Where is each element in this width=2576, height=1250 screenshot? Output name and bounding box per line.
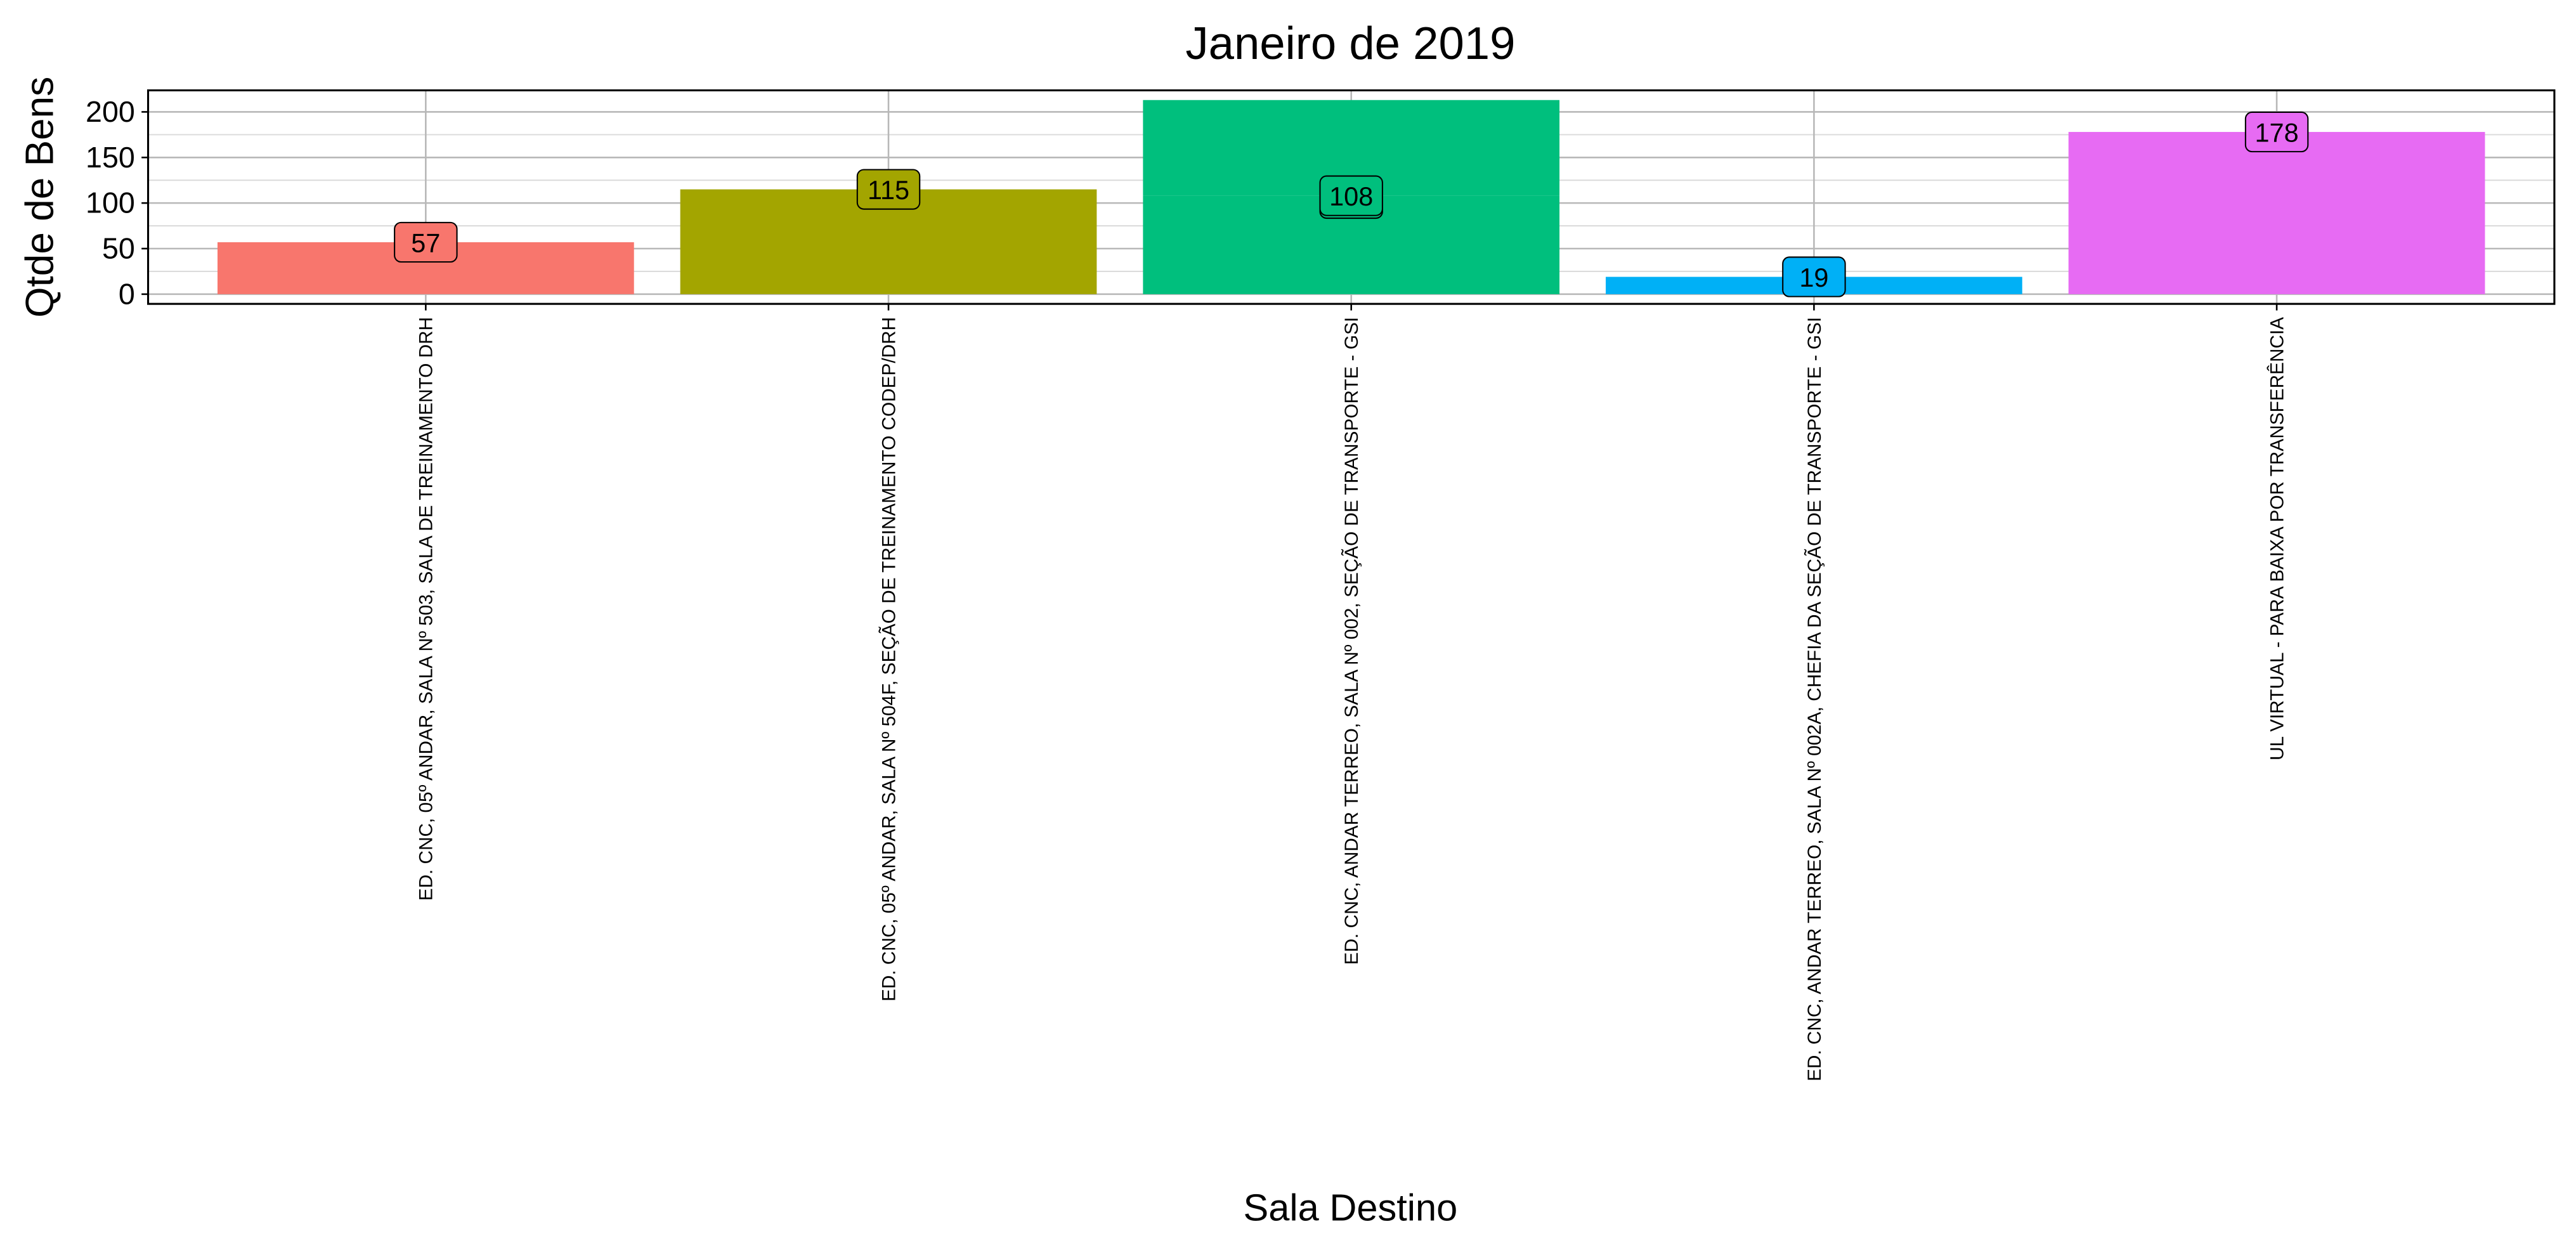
y-tick-label: 0 (119, 277, 135, 310)
data-label-text: 178 (2255, 118, 2299, 148)
x-tick-label: ED. CNC, 05º ANDAR, SALA Nº 504F, SEÇÃO … (878, 317, 899, 1001)
data-label-text: 108 (1329, 181, 1373, 211)
data-label-box (856, 169, 921, 210)
x-tick-label: UL VIRTUAL - PARA BAIXA POR TRANSFERÊNCI… (2267, 317, 2287, 760)
data-label: 178 (2244, 111, 2309, 153)
data-label-box (1782, 256, 1846, 297)
data-label-box (394, 221, 458, 263)
y-tick-label: 100 (86, 186, 135, 219)
y-tick-label: 200 (86, 95, 135, 128)
x-tick-label: ED. CNC, 05º ANDAR, SALA Nº 503, SALA DE… (416, 317, 437, 901)
chart-title: Janeiro de 2019 (1185, 18, 1515, 69)
y-axis-label: Qtde de Bens (18, 77, 62, 318)
data-label: 19 (1782, 256, 1846, 297)
data-label-text: 115 (868, 175, 909, 205)
x-tick-label: ED. CNC, ANDAR TERREO, SALA Nº 002, SEÇÃ… (1341, 317, 1362, 965)
data-label: 57 (394, 221, 458, 263)
data-label-text: 57 (411, 228, 440, 257)
bar (2068, 132, 2485, 294)
y-tick-label: 50 (102, 232, 135, 265)
data-label: 115 (856, 169, 921, 210)
data-label-box (1319, 175, 1383, 216)
x-tick-label: ED. CNC, ANDAR TERREO, SALA Nº 002A, CHE… (1804, 317, 1825, 1081)
data-label-text: 19 (1799, 263, 1828, 292)
data-label: 108 (1319, 175, 1383, 216)
data-label-box (2244, 111, 2309, 153)
y-tick-label: 150 (86, 141, 135, 174)
x-axis-label: Sala Destino (1244, 1186, 1458, 1228)
